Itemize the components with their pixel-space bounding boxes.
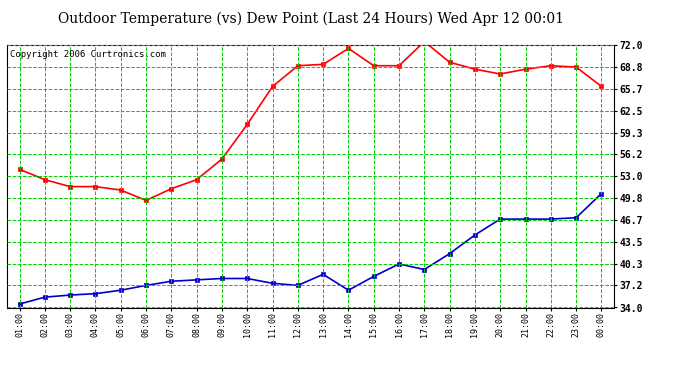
Text: Copyright 2006 Curtronics.com: Copyright 2006 Curtronics.com xyxy=(10,50,166,59)
Text: Outdoor Temperature (vs) Dew Point (Last 24 Hours) Wed Apr 12 00:01: Outdoor Temperature (vs) Dew Point (Last… xyxy=(57,11,564,26)
